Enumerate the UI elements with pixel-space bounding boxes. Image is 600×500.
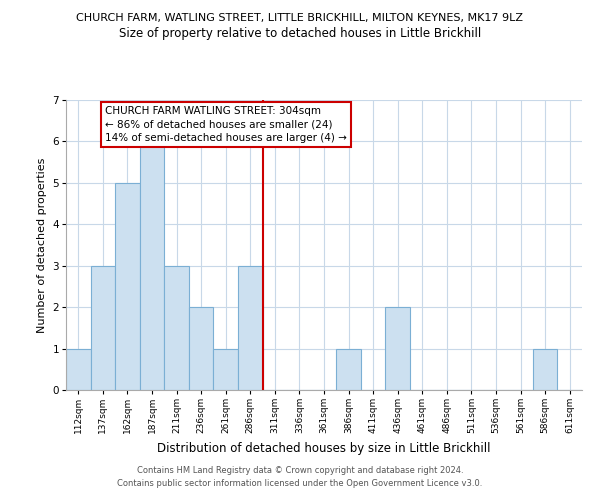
Bar (214, 348, 238, 390)
X-axis label: Distribution of detached houses by size in Little Brickhill: Distribution of detached houses by size … (157, 442, 491, 454)
Text: Size of property relative to detached houses in Little Brickhill: Size of property relative to detached ho… (119, 28, 481, 40)
Text: Contains HM Land Registry data © Crown copyright and database right 2024.
Contai: Contains HM Land Registry data © Crown c… (118, 466, 482, 487)
Bar (66, 348, 91, 390)
Bar (238, 266, 263, 390)
Bar (164, 266, 189, 390)
Bar (115, 183, 140, 390)
Y-axis label: Number of detached properties: Number of detached properties (37, 158, 47, 332)
Bar (336, 348, 361, 390)
Bar (385, 307, 410, 390)
Bar (533, 348, 557, 390)
Bar (140, 142, 164, 390)
Text: CHURCH FARM, WATLING STREET, LITTLE BRICKHILL, MILTON KEYNES, MK17 9LZ: CHURCH FARM, WATLING STREET, LITTLE BRIC… (77, 12, 523, 22)
Text: CHURCH FARM WATLING STREET: 304sqm
← 86% of detached houses are smaller (24)
14%: CHURCH FARM WATLING STREET: 304sqm ← 86%… (106, 106, 347, 142)
Bar (189, 307, 214, 390)
Bar (91, 266, 115, 390)
